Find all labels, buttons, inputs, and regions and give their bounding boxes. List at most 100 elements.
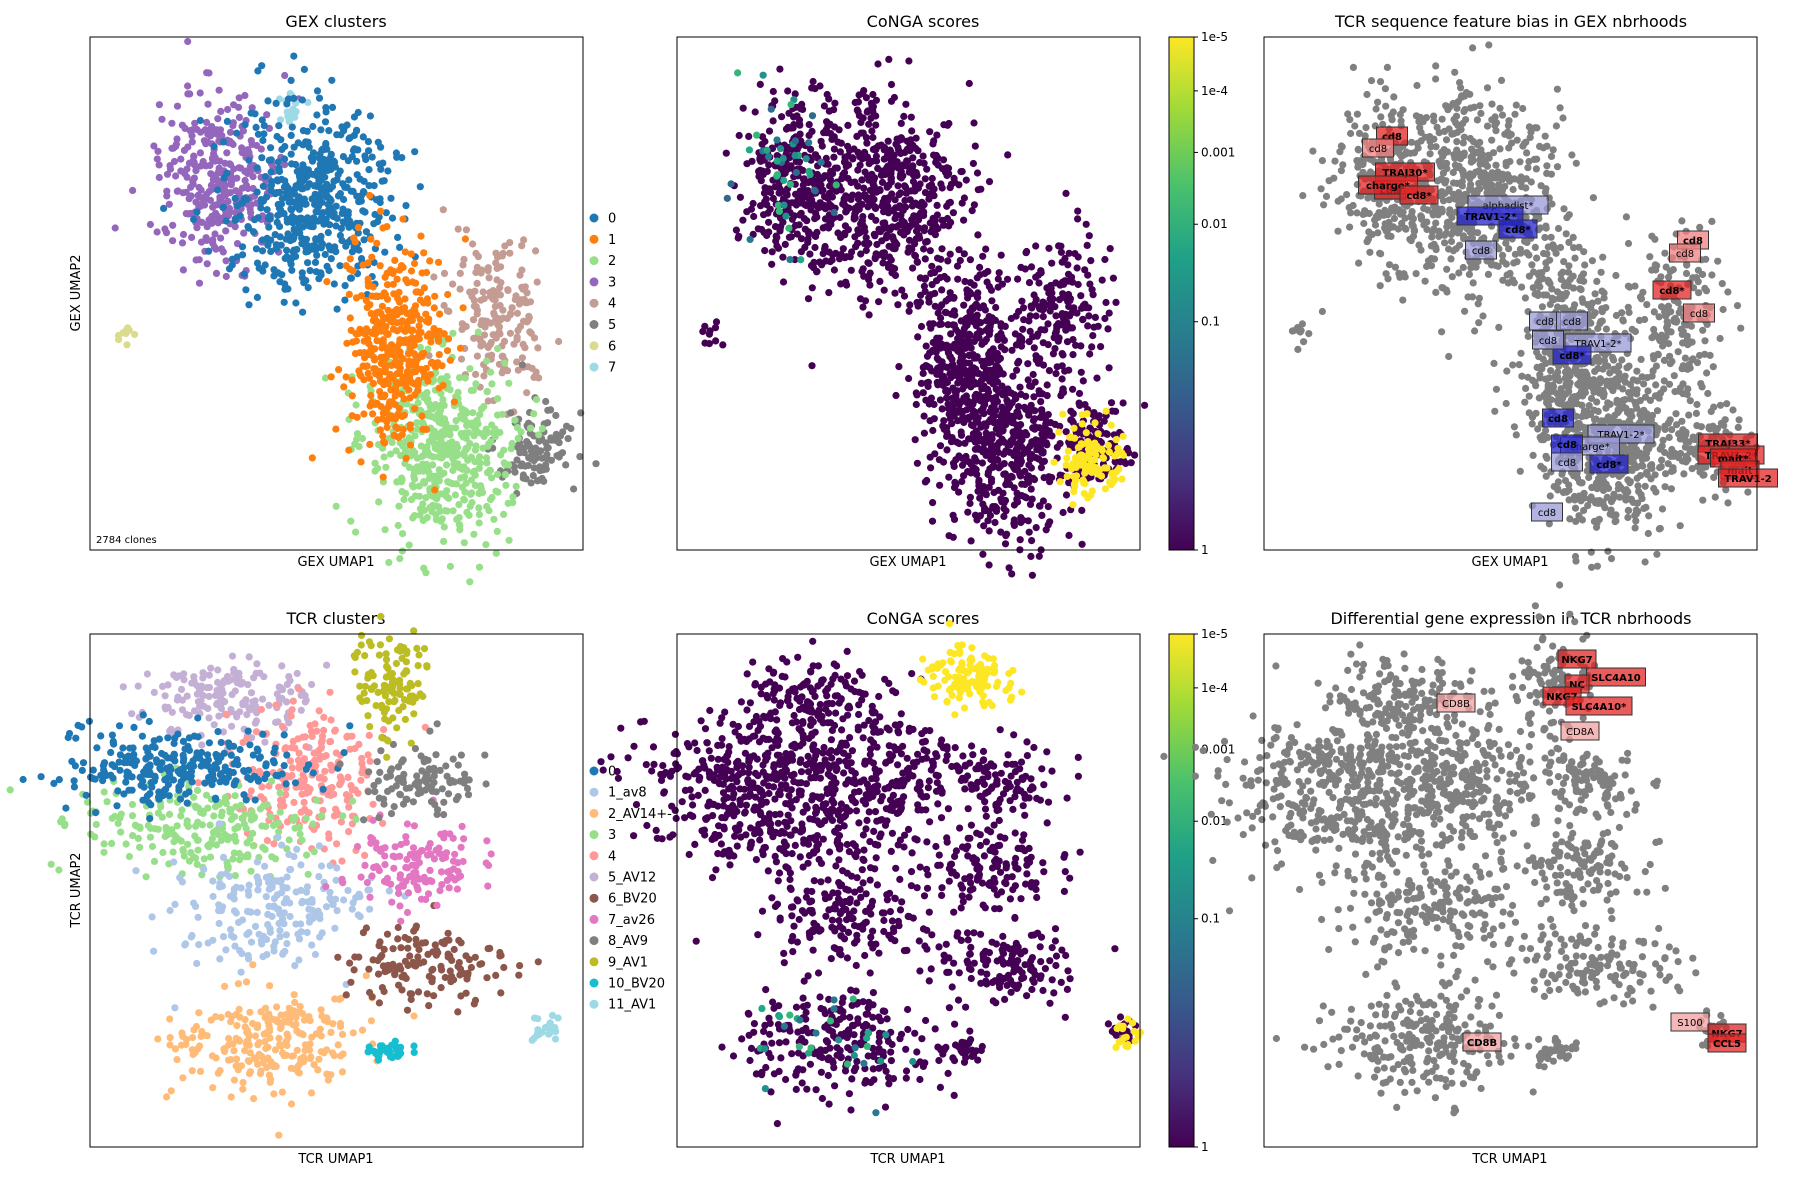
point-cluster-0 [333,131,341,139]
point-background [1452,163,1460,171]
point-conga [1066,324,1074,332]
point-background [1451,68,1459,76]
point-cluster-1 [402,454,410,462]
point-cluster-0 [225,265,234,273]
point-cluster-1 [359,261,367,269]
point-cluster-0 [268,178,276,186]
point-conga [911,251,919,259]
point-conga [769,87,777,96]
point-conga [787,233,795,241]
point-conga [872,96,881,104]
point-conga [751,108,759,116]
colorbar-tick-label: 1e-4 [1201,84,1228,98]
point-conga [851,204,859,212]
point-conga [796,211,804,219]
point-cluster-3 [210,243,218,251]
point-background [1443,265,1451,273]
point-cluster-0 [283,246,291,254]
point-background [1447,237,1456,246]
point-cluster-4 [480,372,488,380]
point-conga [921,275,929,283]
point-cluster-2 [471,458,479,466]
point-conga [1022,392,1030,400]
point-conga [750,212,758,221]
point-cluster-1 [409,278,417,286]
point-cluster-0 [252,245,260,253]
point-conga [955,439,963,448]
point-conga [973,470,981,478]
point-cluster-0 [353,157,361,165]
point-conga [919,152,927,160]
point-cluster-3 [169,221,177,229]
point-conga [908,216,916,224]
point-conga [1021,265,1029,273]
point-conga-high [1059,410,1067,418]
point-cluster-4 [498,352,506,360]
point-conga [1108,407,1116,415]
point-cluster-1 [395,348,403,356]
point-background [1552,122,1560,130]
point-cluster-7 [287,107,295,116]
point-conga [985,561,993,569]
point-cluster-0 [330,280,338,288]
point-background [1531,243,1539,251]
point-cluster-2 [485,440,493,448]
point-conga-high [1084,451,1093,459]
point-cluster-2 [399,442,407,450]
point-conga [809,178,817,186]
point-conga [1000,504,1008,513]
point-conga [985,330,994,338]
point-conga-high [1112,436,1120,444]
point-cluster-1 [401,248,409,256]
point-cluster-0 [290,52,298,60]
point-cluster-1 [412,352,420,360]
point-conga [929,499,937,507]
point-cluster-2 [398,488,406,496]
point-conga [1028,571,1036,579]
point-conga [1074,280,1082,289]
point-conga [960,301,968,309]
point-cluster-0 [344,238,352,246]
point-conga [958,454,967,462]
point-conga [1009,372,1017,380]
point-background [1480,234,1488,242]
point-cluster-1 [431,363,439,371]
point-conga [1062,491,1071,499]
point-cluster-0 [254,130,262,138]
point-conga [950,462,958,470]
point-conga [808,196,816,204]
point-conga [940,417,948,425]
point-cluster-1 [357,458,365,466]
point-conga [830,153,838,161]
point-background [1465,270,1473,278]
point-cluster-3 [235,164,243,172]
point-conga [1074,253,1082,261]
point-conga [711,324,720,332]
point-conga [1087,257,1095,265]
point-conga [990,488,998,497]
colorbar-tick-label: 0.1 [1201,315,1220,329]
point-conga-high [1062,461,1070,469]
point-cluster-4 [449,280,457,288]
point-conga [1127,459,1135,467]
point-cluster-0 [372,196,380,204]
point-conga [1035,552,1043,560]
point-conga-mid [764,153,773,161]
point-conga [933,155,941,163]
point-conga [898,135,906,143]
point-cluster-3 [177,155,185,163]
point-conga [1106,245,1114,253]
point-cluster-4 [473,279,481,287]
point-conga [966,499,974,507]
point-cluster-5 [559,428,567,436]
point-conga [865,197,873,205]
point-conga [976,271,984,279]
point-conga-mid [786,255,794,264]
point-cluster-0 [328,204,336,212]
point-cluster-1 [391,256,399,264]
point-conga [971,142,979,150]
point-cluster-3 [195,183,203,192]
point-cluster-0 [210,142,218,151]
point-conga [1031,378,1039,386]
point-cluster-0 [233,129,241,137]
